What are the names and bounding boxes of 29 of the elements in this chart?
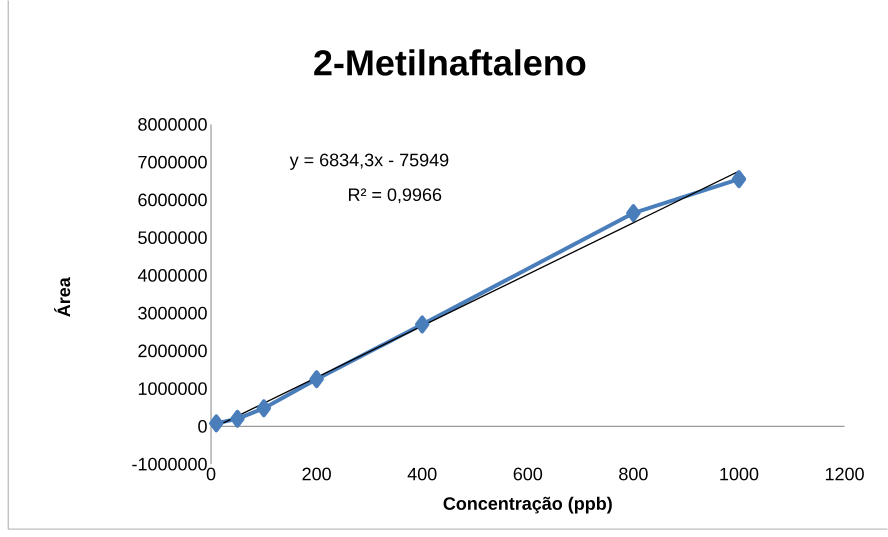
chart-title: 2-Metilnaftaleno: [314, 49, 586, 76]
y-tick-label: 2000000: [138, 344, 207, 358]
y-tick-label: -1000000: [132, 458, 207, 470]
point: [230, 410, 245, 428]
annotation: y = 6834,3x - 75949: [290, 154, 448, 170]
point: [209, 414, 224, 432]
y-tick-label: 8000000: [138, 118, 207, 131]
y-tick-label: 1000000: [138, 382, 207, 395]
x-tick-label: 200: [302, 468, 331, 480]
annotation: R² = 0,9966: [348, 188, 442, 204]
y-axis-title: Área: [54, 277, 70, 317]
point: [309, 370, 324, 388]
x-tick-label: 1000: [720, 468, 758, 480]
point: [732, 170, 746, 188]
x-axis-title: Concentração (ppb): [444, 496, 612, 514]
x-tick-label: 400: [408, 468, 437, 480]
point: [256, 399, 272, 418]
point: [414, 315, 430, 334]
point: [626, 204, 641, 222]
x-tick-label: 600: [514, 468, 542, 480]
x-tick-label: 0: [206, 468, 216, 480]
x-tick-label: 1200: [826, 468, 864, 480]
y-tick-label: 6000000: [138, 193, 207, 206]
y-tick-label: 3000000: [138, 306, 207, 320]
y-tick-label: 4000000: [138, 268, 207, 282]
y-tick-label: 7000000: [138, 156, 207, 168]
x-tick-label: 800: [619, 468, 648, 480]
y-tick-label: 0: [198, 420, 207, 433]
y-tick-label: 5000000: [138, 231, 207, 244]
